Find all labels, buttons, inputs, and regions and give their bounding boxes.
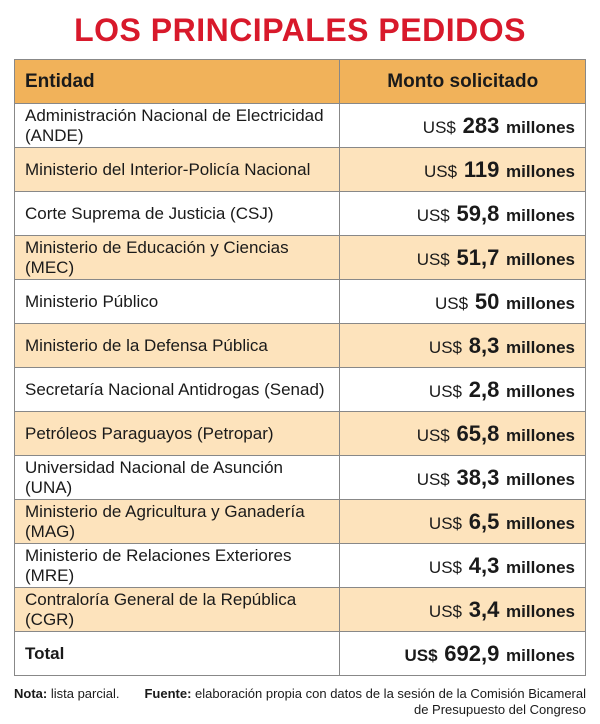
currency-prefix: US$ bbox=[429, 602, 467, 621]
footnote: Nota: lista parcial. bbox=[14, 686, 119, 702]
amount-value: 2,8 bbox=[467, 377, 502, 402]
entity-cell: Corte Suprema de Justicia (CSJ) bbox=[15, 192, 340, 236]
amount-cell: US$ 119 millones bbox=[340, 148, 586, 192]
amount-unit: millones bbox=[501, 514, 575, 533]
total-amount-cell: US$ 692,9 millones bbox=[340, 632, 586, 676]
footnote-text: lista parcial. bbox=[51, 686, 120, 701]
source-text: elaboración propia con datos de la sesió… bbox=[195, 686, 586, 717]
column-header-entity: Entidad bbox=[15, 60, 340, 104]
footer: Nota: lista parcial. Fuente: elaboración… bbox=[14, 686, 586, 719]
budget-table: Entidad Monto solicitado Administración … bbox=[14, 59, 586, 676]
total-label: Total bbox=[15, 632, 340, 676]
table-row: Ministerio PúblicoUS$ 50 millones bbox=[15, 280, 586, 324]
currency-prefix: US$ bbox=[429, 382, 467, 401]
amount-unit: millones bbox=[501, 426, 575, 445]
currency-prefix: US$ bbox=[424, 162, 462, 181]
table-row: Ministerio de Educación y Ciencias (MEC)… bbox=[15, 236, 586, 280]
amount-value: 4,3 bbox=[467, 553, 502, 578]
amount-cell: US$ 51,7 millones bbox=[340, 236, 586, 280]
amount-cell: US$ 65,8 millones bbox=[340, 412, 586, 456]
amount-cell: US$ 283 millones bbox=[340, 104, 586, 148]
currency-prefix: US$ bbox=[429, 558, 467, 577]
total-amount-value: 692,9 bbox=[442, 641, 501, 666]
amount-cell: US$ 4,3 millones bbox=[340, 544, 586, 588]
currency-prefix: US$ bbox=[423, 118, 461, 137]
table-row: Universidad Nacional de Asunción (UNA)US… bbox=[15, 456, 586, 500]
table-row: Ministerio del Interior-Policía Nacional… bbox=[15, 148, 586, 192]
currency-prefix: US$ bbox=[417, 470, 455, 489]
amount-value: 119 bbox=[462, 157, 502, 182]
amount-cell: US$ 3,4 millones bbox=[340, 588, 586, 632]
amount-value: 65,8 bbox=[454, 421, 501, 446]
currency-prefix: US$ bbox=[435, 294, 473, 313]
amount-cell: US$ 8,3 millones bbox=[340, 324, 586, 368]
footnote-label: Nota: bbox=[14, 686, 47, 701]
amount-value: 38,3 bbox=[454, 465, 501, 490]
amount-unit: millones bbox=[501, 558, 575, 577]
amount-cell: US$ 59,8 millones bbox=[340, 192, 586, 236]
amount-cell: US$ 50 millones bbox=[340, 280, 586, 324]
amount-value: 50 bbox=[473, 289, 501, 314]
amount-value: 51,7 bbox=[454, 245, 501, 270]
table-row: Corte Suprema de Justicia (CSJ)US$ 59,8 … bbox=[15, 192, 586, 236]
amount-unit: millones bbox=[501, 602, 575, 621]
currency-prefix: US$ bbox=[404, 646, 442, 665]
table-row: Secretaría Nacional Antidrogas (Senad)US… bbox=[15, 368, 586, 412]
table-row: Ministerio de Relaciones Exteriores (MRE… bbox=[15, 544, 586, 588]
table-body: Administración Nacional de Electricidad … bbox=[15, 104, 586, 676]
amount-value: 8,3 bbox=[467, 333, 502, 358]
amount-cell: US$ 6,5 millones bbox=[340, 500, 586, 544]
amount-unit: millones bbox=[501, 250, 575, 269]
amount-unit: millones bbox=[501, 338, 575, 357]
amount-unit: millones bbox=[501, 206, 575, 225]
amount-unit: millones bbox=[501, 646, 575, 665]
amount-unit: millones bbox=[501, 118, 575, 137]
currency-prefix: US$ bbox=[417, 426, 455, 445]
source-label: Fuente: bbox=[144, 686, 191, 701]
entity-cell: Ministerio de Educación y Ciencias (MEC) bbox=[15, 236, 340, 280]
amount-unit: millones bbox=[501, 162, 575, 181]
currency-prefix: US$ bbox=[429, 514, 467, 533]
amount-cell: US$ 38,3 millones bbox=[340, 456, 586, 500]
entity-cell: Ministerio del Interior-Policía Nacional bbox=[15, 148, 340, 192]
entity-cell: Ministerio de Agricultura y Ganadería (M… bbox=[15, 500, 340, 544]
currency-prefix: US$ bbox=[417, 206, 455, 225]
entity-cell: Contraloría General de la República (CGR… bbox=[15, 588, 340, 632]
table-row: Petróleos Paraguayos (Petropar)US$ 65,8 … bbox=[15, 412, 586, 456]
entity-cell: Ministerio de la Defensa Pública bbox=[15, 324, 340, 368]
table-title: LOS PRINCIPALES PEDIDOS bbox=[14, 12, 586, 49]
table-row: Administración Nacional de Electricidad … bbox=[15, 104, 586, 148]
table-row: Ministerio de la Defensa PúblicaUS$ 8,3 … bbox=[15, 324, 586, 368]
table-header-row: Entidad Monto solicitado bbox=[15, 60, 586, 104]
entity-cell: Administración Nacional de Electricidad … bbox=[15, 104, 340, 148]
source: Fuente: elaboración propia con datos de … bbox=[133, 686, 586, 719]
entity-cell: Petróleos Paraguayos (Petropar) bbox=[15, 412, 340, 456]
amount-unit: millones bbox=[501, 294, 575, 313]
amount-unit: millones bbox=[501, 470, 575, 489]
entity-cell: Universidad Nacional de Asunción (UNA) bbox=[15, 456, 340, 500]
currency-prefix: US$ bbox=[429, 338, 467, 357]
table-row: Contraloría General de la República (CGR… bbox=[15, 588, 586, 632]
table-row: Ministerio de Agricultura y Ganadería (M… bbox=[15, 500, 586, 544]
amount-value: 283 bbox=[461, 113, 502, 138]
amount-cell: US$ 2,8 millones bbox=[340, 368, 586, 412]
amount-value: 59,8 bbox=[454, 201, 501, 226]
column-header-amount: Monto solicitado bbox=[340, 60, 586, 104]
amount-unit: millones bbox=[501, 382, 575, 401]
table-total-row: TotalUS$ 692,9 millones bbox=[15, 632, 586, 676]
entity-cell: Ministerio de Relaciones Exteriores (MRE… bbox=[15, 544, 340, 588]
amount-value: 3,4 bbox=[467, 597, 502, 622]
entity-cell: Ministerio Público bbox=[15, 280, 340, 324]
entity-cell: Secretaría Nacional Antidrogas (Senad) bbox=[15, 368, 340, 412]
currency-prefix: US$ bbox=[417, 250, 455, 269]
amount-value: 6,5 bbox=[467, 509, 502, 534]
